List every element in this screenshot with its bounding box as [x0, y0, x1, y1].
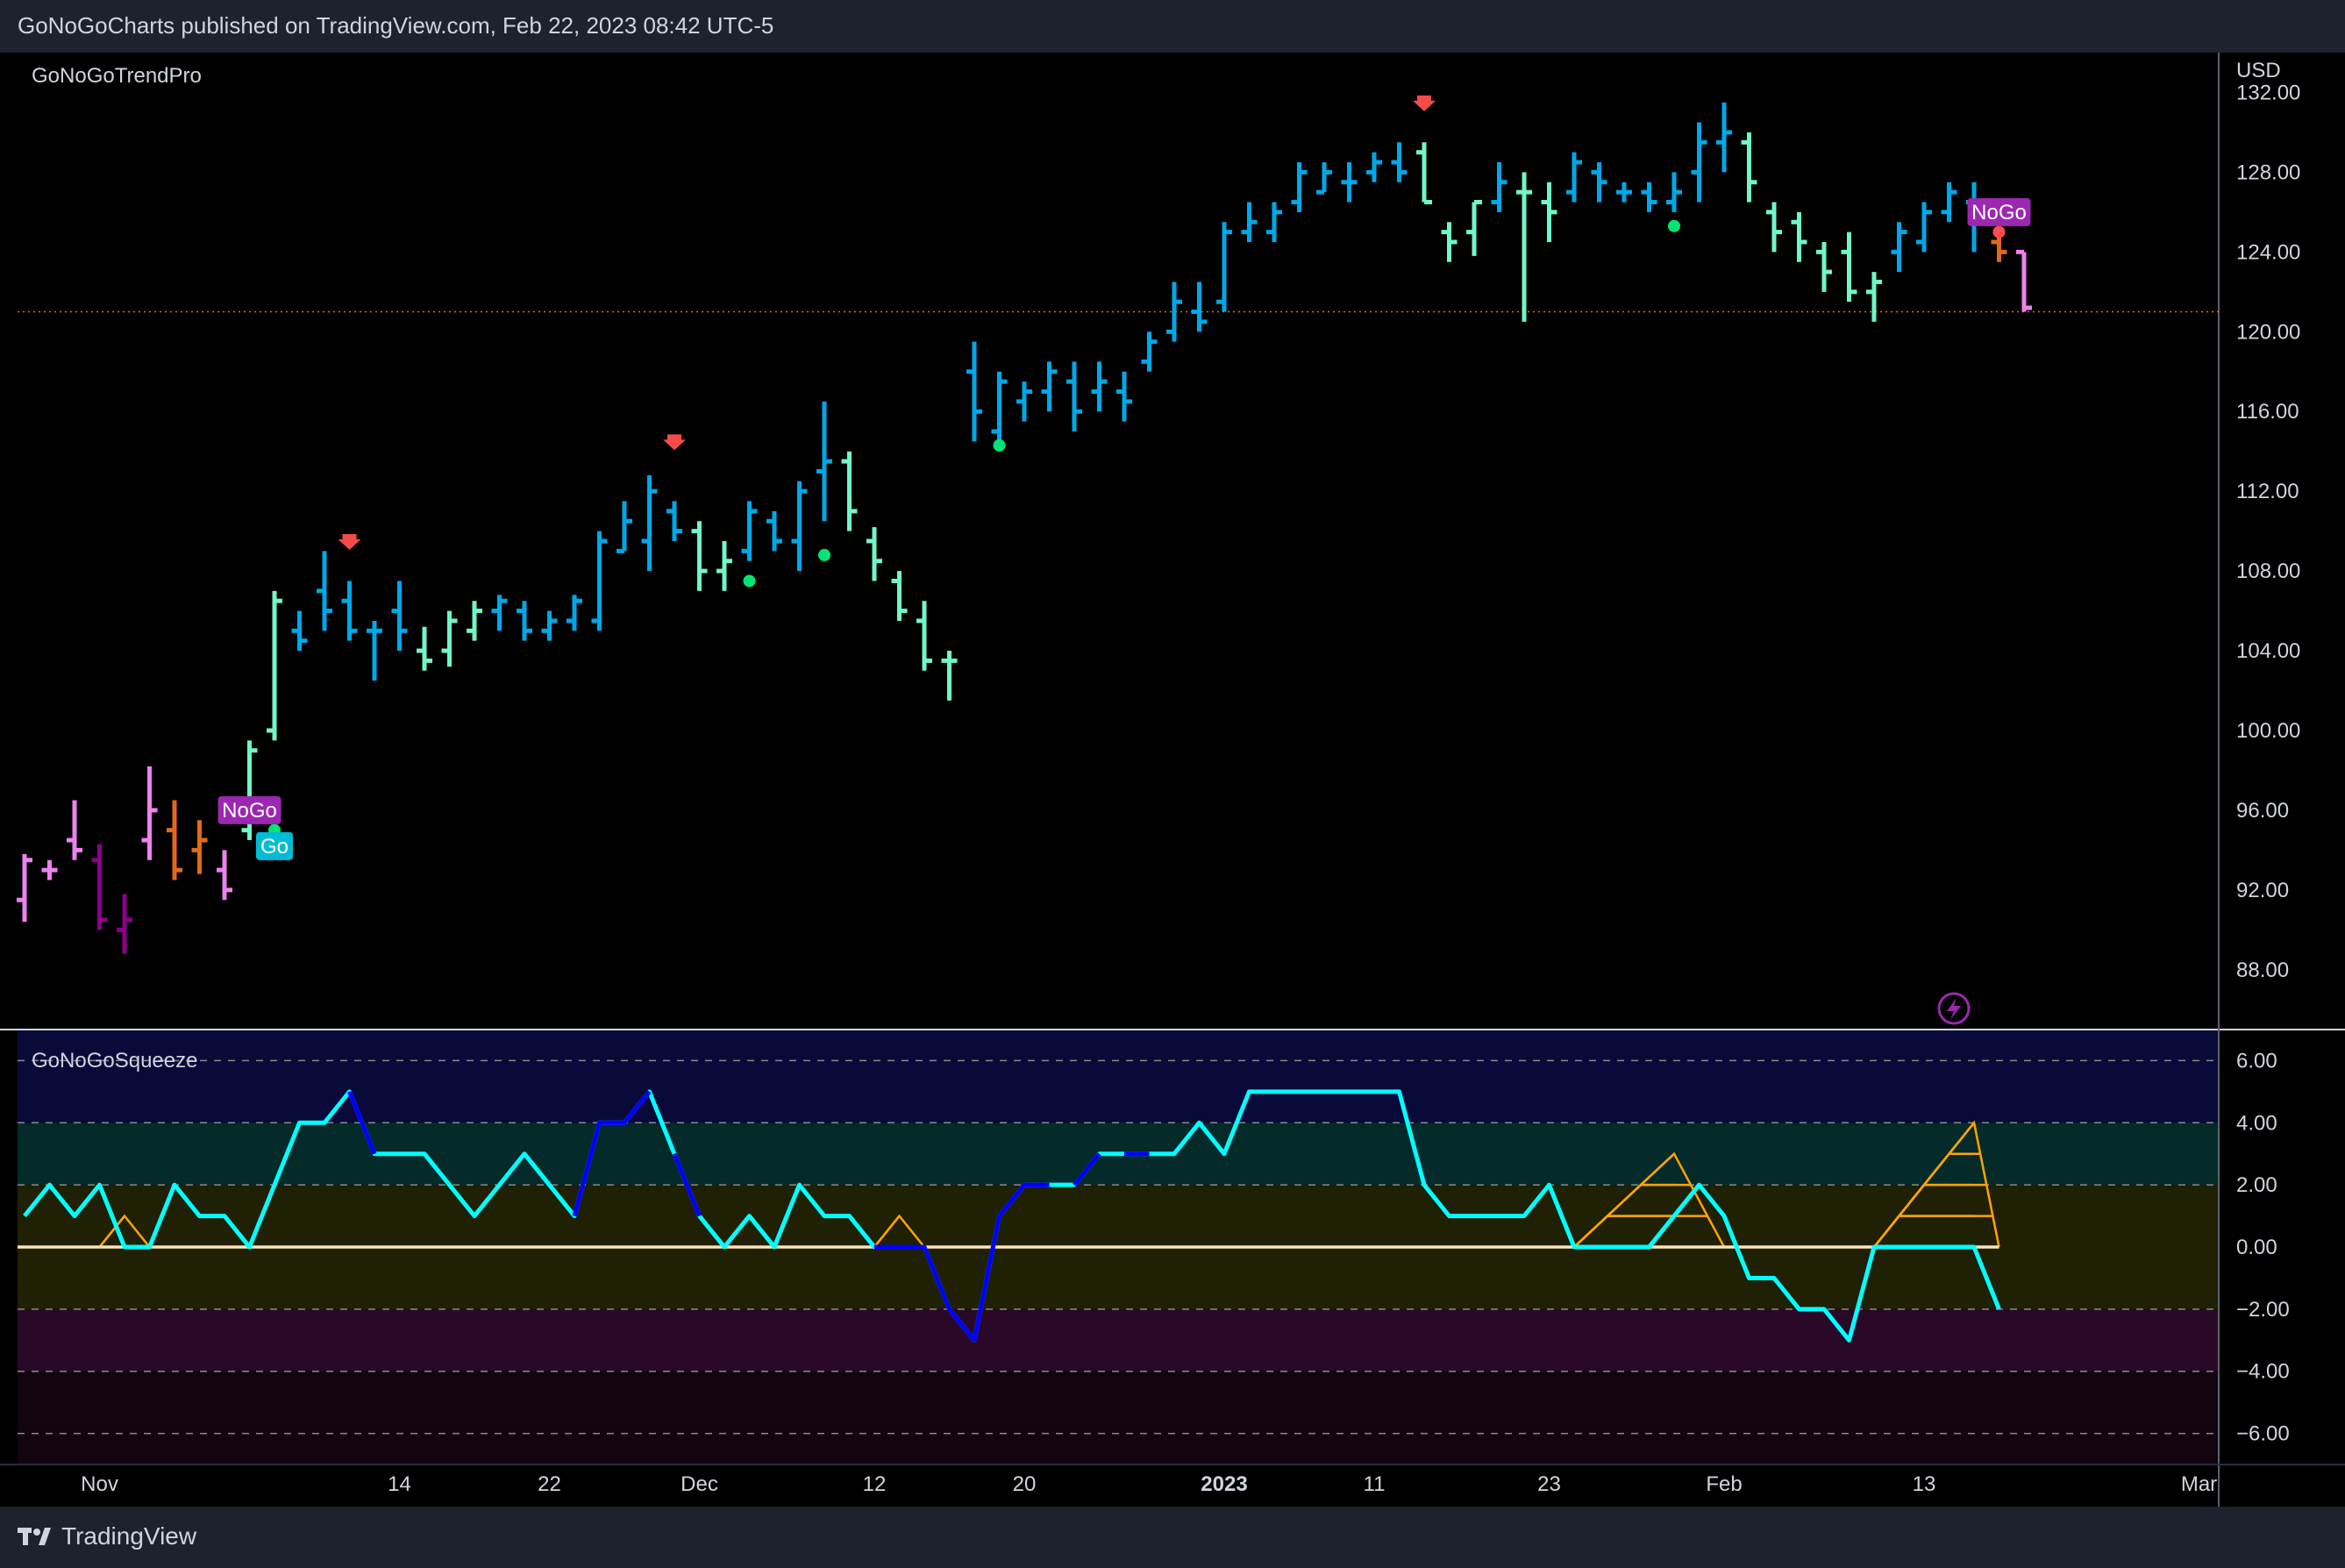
- red-arrow-marker: [338, 534, 361, 550]
- price-tick-label: 128.00: [2236, 160, 2300, 184]
- squeeze-line-segment: [1073, 1152, 1101, 1187]
- price-tick-label: 120.00: [2236, 320, 2300, 344]
- red-arrow-marker: [663, 434, 686, 451]
- squeeze-grid-outline: [873, 1214, 925, 1248]
- price-tick-label: 92.00: [2236, 879, 2289, 902]
- time-tick-label: 12: [863, 1472, 887, 1496]
- squeeze-grid-outline: [1873, 1120, 2000, 1248]
- signal-label-box: [217, 795, 282, 824]
- time-tick-label: 2023: [1201, 1472, 1247, 1496]
- time-tick-label: 14: [388, 1472, 411, 1496]
- squeeze-zone: [18, 1371, 2219, 1465]
- tradingview-brand[interactable]: TradingView: [18, 1522, 196, 1550]
- time-tick-label: 20: [1013, 1472, 1037, 1496]
- squeeze-tick-label: −2.00: [2236, 1298, 2290, 1322]
- time-tick-label: 22: [538, 1472, 561, 1496]
- tradingview-logo-icon: [18, 1528, 51, 1545]
- time-tick-label: Dec: [681, 1472, 718, 1496]
- publish-header: GoNoGoCharts published on TradingView.co…: [0, 0, 2345, 53]
- green-dot-marker: [818, 548, 830, 561]
- squeeze-tick-label: −6.00: [2236, 1422, 2290, 1446]
- green-dot-marker: [993, 438, 1006, 452]
- squeeze-pane-title: GoNoGoSqueeze: [32, 1049, 197, 1073]
- signal-label: NoGo: [222, 799, 277, 823]
- time-tick-label: Nov: [81, 1472, 118, 1496]
- squeeze-line-segment: [347, 1090, 377, 1155]
- time-tick-label: Mar: [2181, 1472, 2217, 1496]
- tradingview-label: TradingView: [61, 1522, 197, 1550]
- squeeze-line-segment: [874, 1182, 1050, 1343]
- red-dot-marker: [1992, 225, 2006, 239]
- signal-label-box: [1967, 197, 2031, 226]
- price-tick-label: 88.00: [2236, 959, 2289, 982]
- time-tick-label: 23: [1537, 1472, 1561, 1496]
- time-tick-label: 13: [1913, 1472, 1936, 1496]
- signal-label: Go: [260, 835, 289, 859]
- chart-area[interactable]: GoNoGoTrendPro GoNoGoSqueeze USD 88.00 92.00…: [0, 53, 2345, 1507]
- squeeze-zone: [18, 1308, 2219, 1372]
- price-tick-label: 100.00: [2236, 719, 2300, 743]
- currency-label: USD: [2236, 59, 2281, 82]
- price-tick-label: 104.00: [2236, 639, 2300, 663]
- squeeze-zone: [18, 1030, 2219, 1123]
- green-dot-marker: [743, 574, 756, 588]
- squeeze-line-segment: [572, 1090, 652, 1217]
- publish-info: GoNoGoCharts published on TradingView.co…: [18, 12, 774, 39]
- price-tick-label: 116.00: [2236, 400, 2299, 424]
- time-tick-label: 11: [1364, 1472, 1386, 1496]
- signal-label: NoGo: [1971, 201, 2027, 225]
- red-arrow-marker: [1413, 95, 1436, 111]
- squeeze-tick-label: −4.00: [2236, 1360, 2290, 1384]
- price-pane-title: GoNoGoTrendPro: [32, 64, 202, 88]
- squeeze-line-segment: [672, 1152, 702, 1217]
- signal-label-box: [256, 831, 293, 860]
- squeeze-tick-label: 4.00: [2236, 1111, 2277, 1135]
- squeeze-tick-label: 2.00: [2236, 1173, 2277, 1197]
- lightning-bolt-icon: [1947, 998, 1961, 1020]
- squeeze-grid-outline: [98, 1214, 151, 1248]
- price-tick-label: 96.00: [2236, 799, 2289, 823]
- green-dot-marker: [1668, 219, 1680, 232]
- price-tick-label: 112.00: [2236, 480, 2299, 503]
- price-tick-label: 124.00: [2236, 240, 2300, 264]
- lightning-icon[interactable]: [1937, 992, 1971, 1025]
- squeeze-zone: [18, 1185, 2219, 1247]
- squeeze-zone: [18, 1247, 2219, 1309]
- price-tick-label: 108.00: [2236, 559, 2300, 583]
- squeeze-tick-label: 0.00: [2236, 1236, 2277, 1259]
- squeeze-tick-label: 6.00: [2236, 1049, 2277, 1073]
- footer-bar: TradingView: [0, 1507, 2345, 1568]
- price-tick-label: 132.00: [2236, 81, 2300, 104]
- time-tick-label: Feb: [1706, 1472, 1742, 1496]
